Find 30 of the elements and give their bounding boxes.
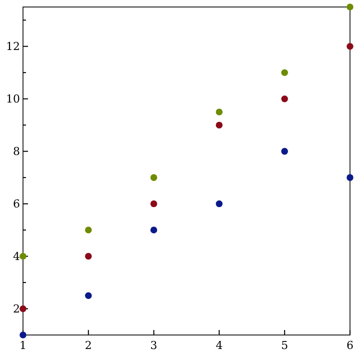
point	[281, 69, 288, 76]
y-tick-label: 4	[13, 250, 20, 264]
point	[150, 226, 158, 234]
y-tick-label: 6	[13, 198, 20, 211]
x-tick-label: 6	[346, 339, 354, 352]
y-tick-label: 8	[13, 145, 20, 158]
point	[216, 108, 223, 116]
point	[216, 200, 223, 208]
y-tick-label: 12	[6, 40, 20, 54]
point	[20, 305, 26, 312]
point	[281, 95, 288, 102]
x-tick-label: 5	[281, 339, 288, 352]
point	[85, 226, 92, 234]
y-tick-label: 2	[13, 302, 20, 316]
y-tick-label: 10	[6, 92, 20, 106]
point	[346, 4, 354, 10]
point	[85, 252, 92, 260]
x-tick-label: 3	[150, 339, 158, 352]
point	[150, 200, 158, 208]
point	[281, 148, 288, 155]
x-tick-label: 2	[84, 339, 92, 352]
point	[85, 292, 92, 300]
x-tick-label: 4	[216, 339, 223, 352]
point	[346, 174, 354, 181]
point	[20, 252, 26, 260]
point	[216, 122, 223, 128]
x-tick-label: 1	[20, 339, 26, 352]
point	[346, 42, 354, 50]
point	[20, 332, 26, 338]
point	[150, 174, 158, 181]
